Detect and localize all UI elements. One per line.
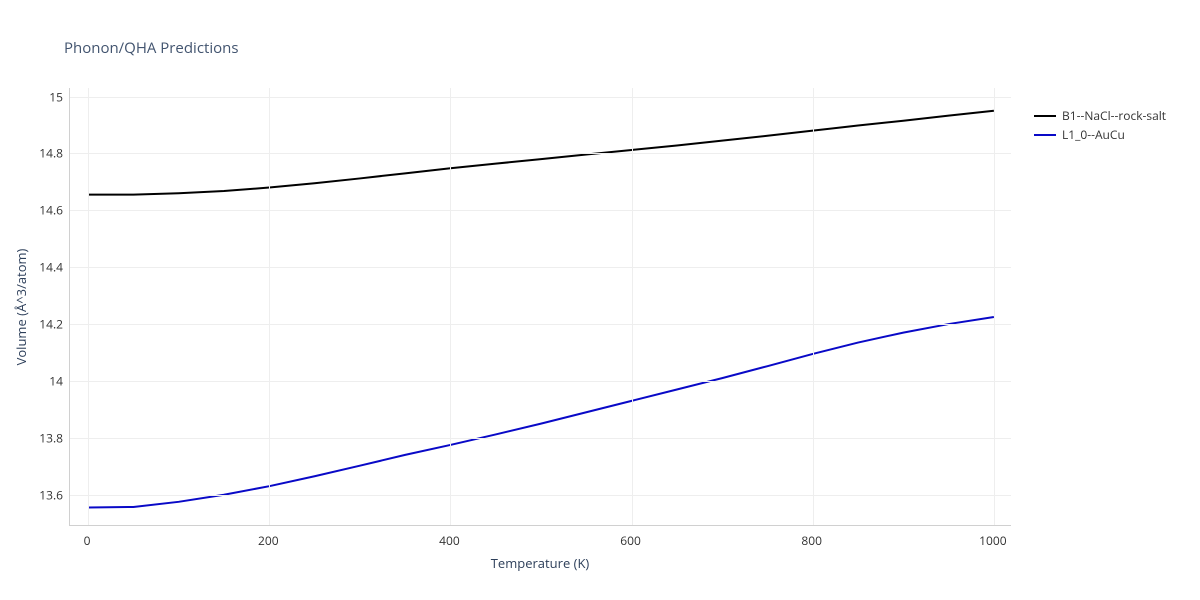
gridline-h xyxy=(70,210,1011,211)
plot-area xyxy=(69,88,1011,526)
y-tick: 14.2 xyxy=(33,316,63,333)
y-tick: 14.6 xyxy=(33,202,63,219)
gridline-h xyxy=(70,495,1011,496)
series-line[interactable] xyxy=(88,317,994,508)
gridline-h xyxy=(70,153,1011,154)
legend-label: B1--NaCl--rock-salt xyxy=(1062,107,1166,124)
y-tick: 13.6 xyxy=(33,486,63,503)
y-tick: 14 xyxy=(33,372,63,389)
legend-item[interactable]: B1--NaCl--rock-salt xyxy=(1034,107,1166,124)
legend-label: L1_0--AuCu xyxy=(1062,126,1125,143)
legend-swatch xyxy=(1034,134,1056,136)
legend-item[interactable]: L1_0--AuCu xyxy=(1034,126,1166,143)
y-axis-label: Volume (Å^3/atom) xyxy=(12,249,30,366)
gridline-h xyxy=(70,438,1011,439)
x-tick: 600 xyxy=(620,532,641,549)
x-tick: 400 xyxy=(439,532,460,549)
x-tick: 0 xyxy=(84,532,91,549)
x-tick: 800 xyxy=(801,532,822,549)
gridline-h xyxy=(70,324,1011,325)
y-tick: 13.8 xyxy=(33,429,63,446)
y-tick: 14.8 xyxy=(33,145,63,162)
x-tick: 200 xyxy=(258,532,279,549)
y-tick: 15 xyxy=(33,88,63,105)
x-tick: 1000 xyxy=(979,532,1006,549)
gridline-h xyxy=(70,97,1011,98)
chart-title: Phonon/QHA Predictions xyxy=(64,38,239,58)
gridline-h xyxy=(70,267,1011,268)
x-axis-label: Temperature (K) xyxy=(491,554,590,572)
gridline-h xyxy=(70,381,1011,382)
legend: B1--NaCl--rock-salt L1_0--AuCu xyxy=(1034,107,1166,145)
y-tick: 14.4 xyxy=(33,259,63,276)
legend-swatch xyxy=(1034,115,1056,117)
